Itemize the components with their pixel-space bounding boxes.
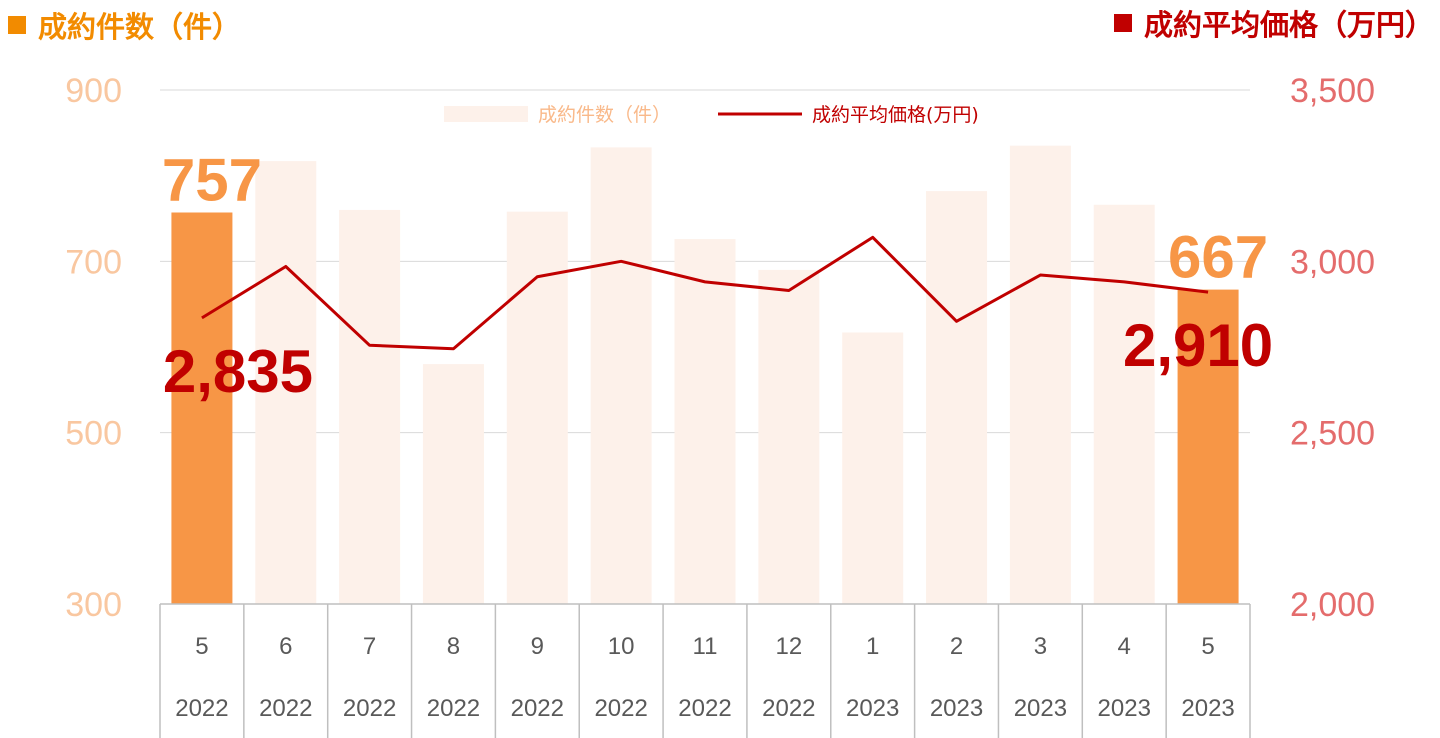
price-line xyxy=(201,235,1209,351)
month-label: 5 xyxy=(1201,633,1214,660)
legend: 成約件数（件） 成約平均価格(万円) xyxy=(444,104,979,126)
bar xyxy=(758,269,820,604)
bar xyxy=(339,209,401,604)
right-axis-tick-label: 3,500 xyxy=(1290,72,1375,110)
month-label: 1 xyxy=(866,633,879,660)
month-label: 9 xyxy=(531,633,544,660)
year-label: 2022 xyxy=(427,695,480,722)
data-label: 667 xyxy=(1168,224,1268,291)
year-label: 2022 xyxy=(175,695,228,722)
month-label: 2 xyxy=(950,633,963,660)
bar xyxy=(842,332,904,604)
year-label: 2023 xyxy=(1014,695,1067,722)
legend-bar-label: 成約件数（件） xyxy=(538,104,671,126)
legend-line-label: 成約平均価格(万円) xyxy=(812,104,979,126)
right-axis-tick-label: 2,500 xyxy=(1290,415,1375,453)
bar xyxy=(590,147,652,604)
month-label: 8 xyxy=(447,633,460,660)
month-label: 4 xyxy=(1118,633,1131,660)
year-label: 2023 xyxy=(846,695,899,722)
month-label: 5 xyxy=(195,633,208,660)
bar xyxy=(1177,289,1239,604)
bar xyxy=(255,161,317,604)
axes: 900 700 500 300 3,500 3,000 2,500 2,000 xyxy=(65,72,1375,624)
data-label: 2,835 xyxy=(163,338,313,405)
data-labels: 757 667 2,835 2,910 xyxy=(162,147,1273,405)
bar xyxy=(674,239,736,604)
year-label: 2022 xyxy=(511,695,564,722)
month-label: 6 xyxy=(279,633,292,660)
month-label: 10 xyxy=(608,633,635,660)
left-axis-tick-label: 500 xyxy=(65,415,122,453)
bar xyxy=(926,191,988,604)
data-label: 757 xyxy=(162,147,262,214)
line-series xyxy=(201,235,1209,351)
line-legend-square-icon xyxy=(1113,14,1132,32)
bar xyxy=(1093,204,1155,604)
left-axis-tick-label: 700 xyxy=(65,243,122,281)
month-label: 7 xyxy=(363,633,376,660)
left-axis-title-text: 成約件数（件） xyxy=(38,10,242,44)
year-label: 2023 xyxy=(1098,695,1151,722)
right-axis-title: 成約平均価格（万円） xyxy=(1113,2,1434,44)
left-axis-title: 成約件数（件） xyxy=(8,4,241,46)
month-label: 12 xyxy=(775,633,802,660)
bar-series xyxy=(171,145,1239,604)
legend-bar-swatch xyxy=(444,106,528,122)
data-label: 2,910 xyxy=(1123,312,1273,379)
bar xyxy=(506,211,568,604)
year-label: 2022 xyxy=(594,695,647,722)
left-axis-tick-label: 300 xyxy=(65,586,122,624)
month-label: 11 xyxy=(693,633,718,660)
year-label: 2022 xyxy=(678,695,731,722)
year-label: 2022 xyxy=(762,695,815,722)
year-label: 2023 xyxy=(930,695,983,722)
right-axis-title-text: 成約平均価格（万円） xyxy=(1143,8,1434,42)
month-label: 3 xyxy=(1034,633,1047,660)
year-label: 2022 xyxy=(259,695,312,722)
right-axis-tick-label: 2,000 xyxy=(1290,586,1375,624)
bar xyxy=(422,364,484,604)
year-label: 2022 xyxy=(343,695,396,722)
left-axis-tick-label: 900 xyxy=(65,72,122,110)
right-axis-tick-label: 3,000 xyxy=(1290,243,1375,281)
bar xyxy=(171,212,233,604)
bar xyxy=(1009,145,1071,604)
year-label: 2023 xyxy=(1181,695,1234,722)
bar-legend-square-icon xyxy=(8,16,26,34)
